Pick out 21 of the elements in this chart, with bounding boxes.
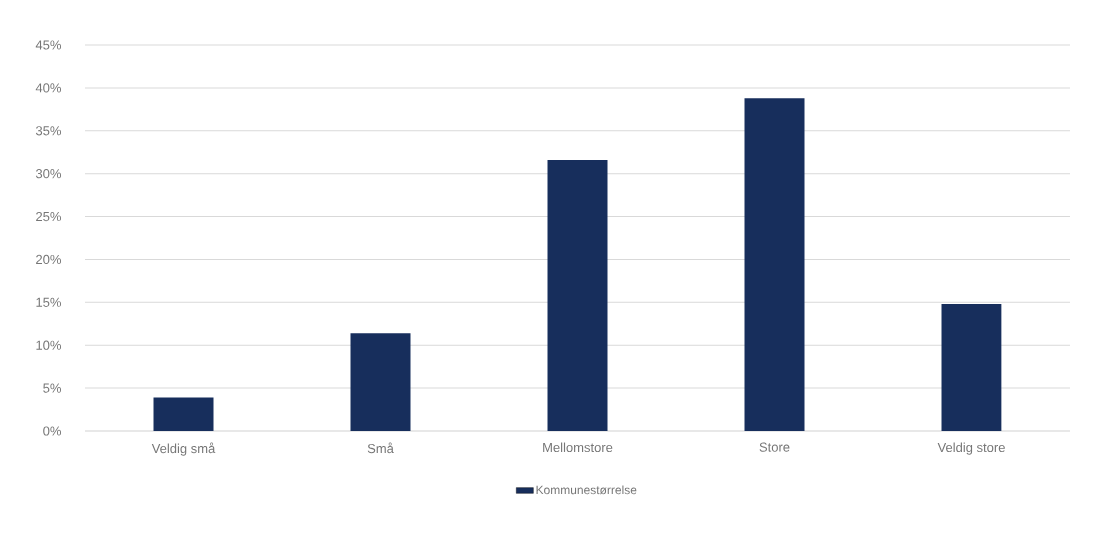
bar	[350, 333, 411, 431]
bar	[744, 98, 805, 431]
y-tick-label: 30%	[35, 169, 62, 179]
y-tick-label: 5%	[43, 383, 62, 393]
x-tick-label: Store	[759, 442, 790, 452]
y-tick-label: 35%	[35, 126, 62, 136]
y-tick-label: 20%	[36, 254, 62, 265]
x-tick-label: Små	[367, 442, 394, 454]
x-tick-label: Veldig store	[937, 442, 1005, 455]
y-tick-label: 25%	[36, 211, 62, 222]
y-tick-label: 15%	[36, 297, 62, 307]
x-tick-label: Veldig små	[151, 442, 216, 456]
bar	[547, 159, 608, 431]
legend-label: Kommunestørrelse	[536, 485, 637, 495]
y-tick-label: 45%	[35, 40, 62, 50]
x-tick-label: Mellomstore	[543, 442, 613, 453]
bar	[153, 397, 214, 431]
y-tick-label: 10%	[36, 340, 62, 350]
y-tick-label: 40%	[35, 83, 62, 93]
bar	[941, 304, 1002, 431]
y-tick-label: 0%	[43, 426, 62, 436]
